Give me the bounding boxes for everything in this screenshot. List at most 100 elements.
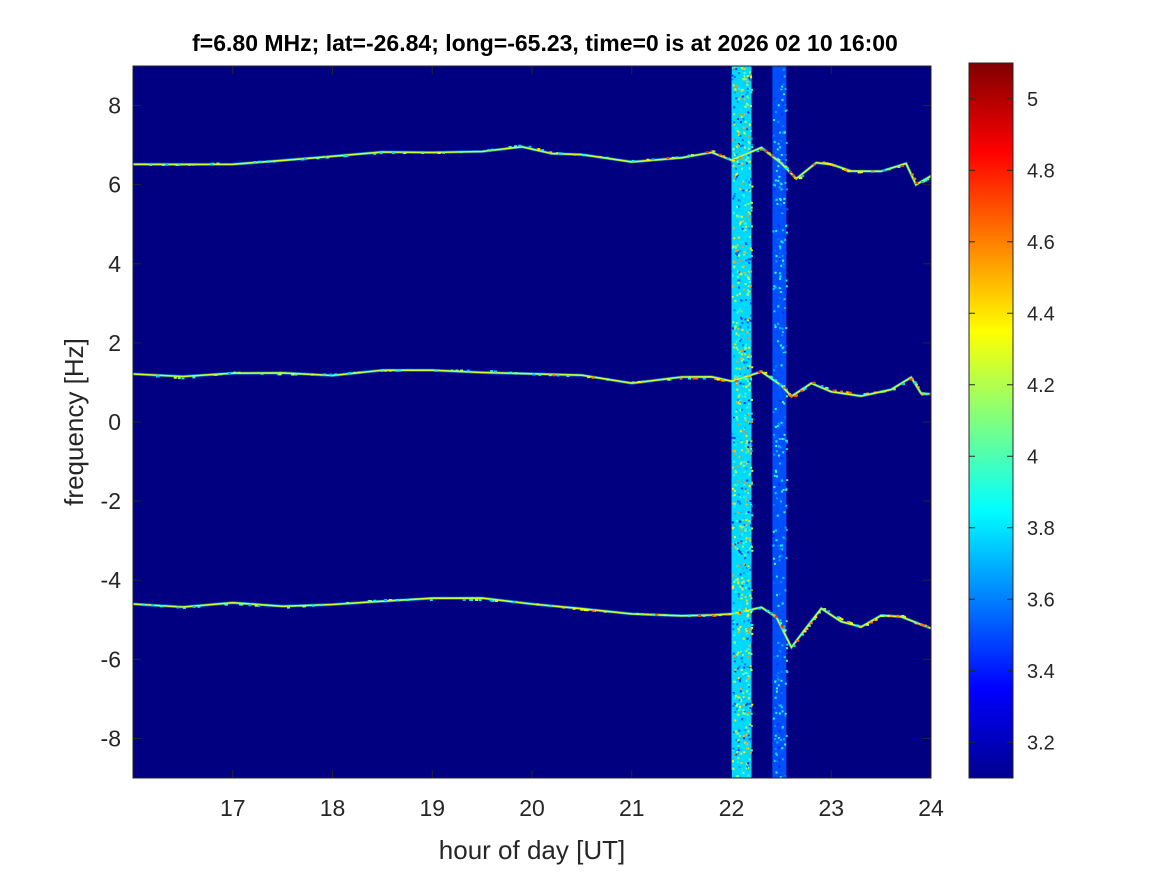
band-speckle (747, 579, 750, 582)
band-speckle (738, 680, 741, 683)
band-speckle (785, 279, 788, 282)
band-speckle (786, 188, 789, 191)
trace-speckle (702, 377, 706, 380)
band-speckle (748, 587, 751, 590)
trace-speckle (514, 145, 518, 148)
band-speckle (778, 257, 781, 260)
band-speckle (736, 294, 739, 297)
band-speckle (735, 249, 738, 252)
band-speckle (744, 228, 747, 231)
trace-speckle (191, 163, 195, 166)
band-speckle (781, 347, 784, 350)
band-speckle (741, 395, 744, 398)
band-speckle (738, 456, 741, 459)
band-speckle (739, 271, 742, 274)
trace-speckle (764, 150, 768, 153)
band-speckle (732, 197, 735, 200)
band-speckle (774, 375, 777, 378)
band-speckle (773, 152, 776, 155)
band-speckle (780, 581, 783, 584)
band-speckle (746, 162, 749, 165)
y-tick-label: 8 (108, 93, 121, 119)
band-speckle (781, 602, 784, 605)
band-speckle (775, 470, 778, 473)
band-speckle (733, 414, 736, 417)
band-speckle (747, 762, 750, 765)
band-speckle (743, 288, 746, 291)
band-speckle (783, 416, 786, 419)
band-speckle (784, 589, 787, 592)
band-speckle (738, 500, 741, 503)
band-speckle (736, 653, 739, 656)
band-speckle (747, 111, 750, 114)
trace-speckle (748, 374, 752, 377)
band-speckle (783, 775, 786, 778)
band-speckle (741, 353, 744, 356)
trace-speckle (538, 373, 542, 376)
band-speckle (731, 602, 734, 605)
trace-speckle (165, 163, 169, 166)
trace-speckle (272, 160, 276, 163)
band-speckle (741, 588, 744, 591)
trace-speckle (803, 630, 807, 633)
band-speckle (748, 142, 751, 145)
band-speckle (743, 68, 746, 71)
band-speckle (749, 536, 752, 539)
band-speckle (734, 609, 737, 612)
band-speckle (738, 699, 741, 702)
band-speckle (780, 670, 783, 673)
band-speckle (782, 68, 785, 71)
band-speckle (744, 529, 747, 532)
band-speckle (783, 306, 786, 309)
trace-speckle (698, 614, 702, 617)
band-speckle (750, 398, 753, 401)
trace-speckle (695, 377, 699, 380)
band-speckle (748, 365, 751, 368)
band-speckle (774, 707, 777, 710)
band-speckle (737, 310, 740, 313)
band-speckle (747, 450, 750, 453)
trace-speckle (798, 177, 802, 180)
trace-speckle (690, 154, 694, 157)
trace-speckle (258, 160, 262, 163)
band-speckle (778, 462, 781, 465)
band-speckle (746, 602, 749, 605)
band-speckle (778, 712, 781, 715)
band-speckle (747, 647, 750, 650)
band-speckle (743, 446, 746, 449)
band-speckle (773, 453, 776, 456)
band-speckle (741, 652, 744, 655)
band-speckle (743, 146, 746, 149)
trace-speckle (391, 152, 395, 155)
band-speckle (774, 408, 777, 411)
trace-speckle (823, 608, 827, 611)
band-speckle (786, 479, 789, 482)
band-speckle (736, 500, 739, 503)
band-speckle (738, 393, 741, 396)
band-speckle (775, 754, 778, 757)
band-speckle (746, 678, 749, 681)
band-speckle (774, 734, 777, 737)
trace-speckle (702, 614, 706, 617)
band-speckle (786, 208, 789, 211)
trace-speckle (286, 606, 290, 609)
band-speckle (778, 758, 781, 761)
band-speckle (780, 479, 783, 482)
band-speckle (750, 705, 753, 708)
trace-speckle (820, 385, 824, 388)
band-speckle (750, 749, 753, 752)
band-speckle (732, 163, 735, 166)
band-speckle (751, 225, 754, 228)
band-speckle (775, 196, 778, 199)
trace-speckle (924, 179, 928, 182)
band-speckle (784, 87, 787, 90)
band-speckle (748, 289, 751, 292)
band-speckle (749, 129, 752, 132)
band-speckle (737, 713, 740, 716)
trace-speckle (914, 383, 918, 386)
band-speckle (748, 725, 751, 728)
band-speckle (740, 687, 743, 690)
x-tick-label: 17 (220, 795, 246, 821)
band-speckle (734, 590, 737, 593)
band-speckle (773, 656, 776, 659)
